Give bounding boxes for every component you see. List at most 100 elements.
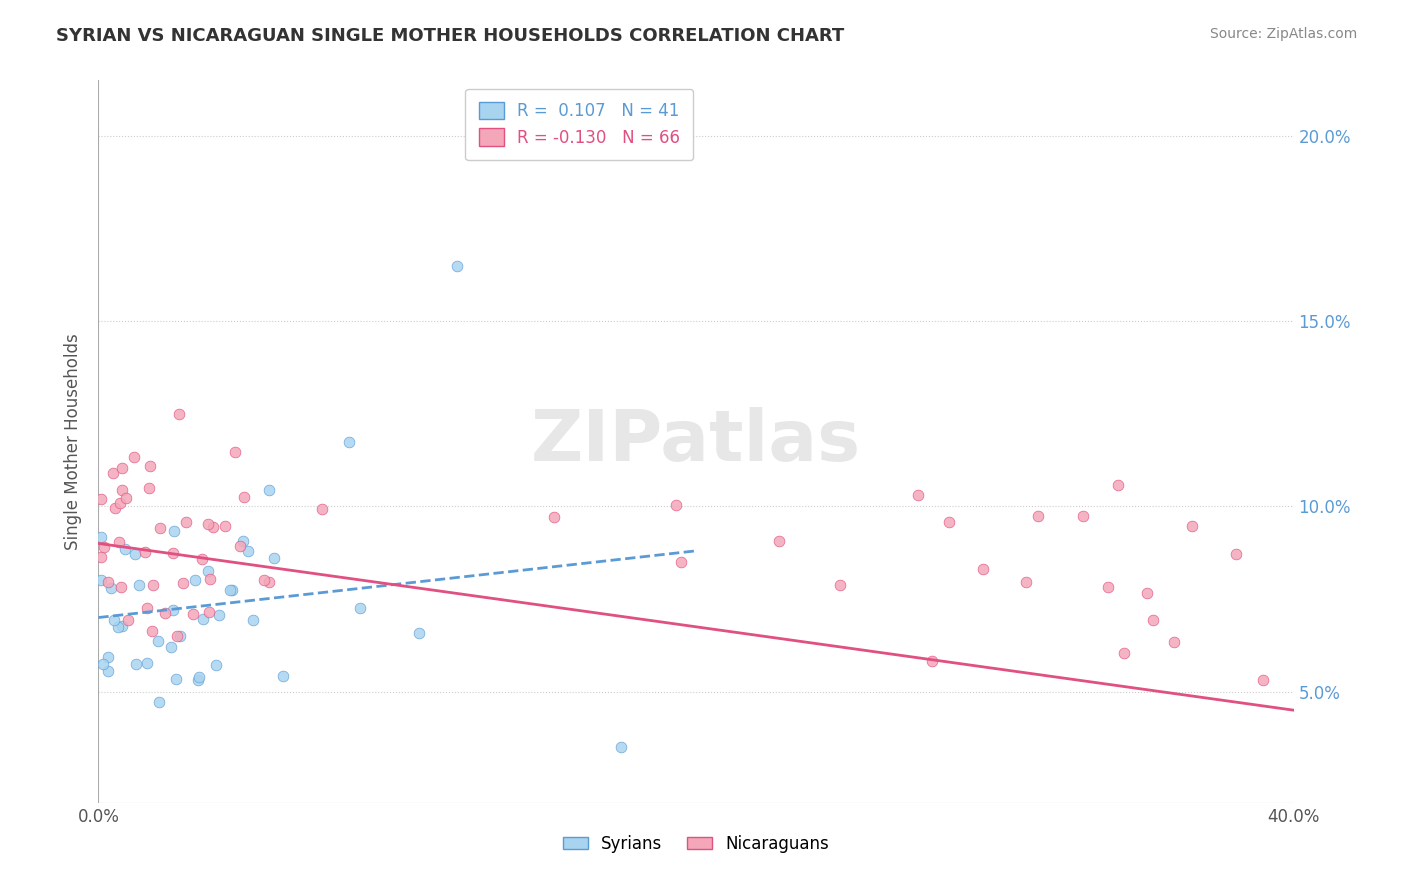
Point (236, 544, 259, 558)
Point (142, 578, 165, 592)
Point (136, 601, 159, 615)
Point (1097, 580, 1119, 594)
Point (183, 574, 205, 588)
Point (111, 461, 134, 475)
Point (107, 620, 129, 634)
Point (208, 608, 231, 623)
Point (108, 535, 131, 549)
Point (233, 491, 256, 505)
Point (93, 657, 115, 671)
Point (148, 695, 170, 709)
Point (181, 607, 204, 621)
Point (1028, 509, 1050, 524)
Point (201, 519, 224, 533)
Point (125, 657, 148, 671)
Point (163, 524, 186, 539)
Point (97, 574, 120, 589)
Point (610, 740, 633, 755)
Point (242, 613, 264, 627)
Point (193, 612, 215, 626)
Point (191, 551, 214, 566)
Point (198, 573, 221, 587)
Point (768, 533, 790, 548)
Point (669, 555, 692, 569)
Point (1142, 613, 1164, 627)
Text: Source: ZipAtlas.com: Source: ZipAtlas.com (1209, 27, 1357, 41)
Point (146, 633, 169, 648)
Text: SYRIAN VS NICARAGUAN SINGLE MOTHER HOUSEHOLDS CORRELATION CHART: SYRIAN VS NICARAGUAN SINGLE MOTHER HOUSE… (56, 27, 845, 45)
Point (1136, 585, 1159, 599)
Point (90, 549, 112, 564)
Point (100, 582, 122, 596)
Point (115, 491, 138, 505)
Point (153, 606, 176, 620)
Point (162, 546, 184, 560)
Point (188, 669, 211, 683)
Point (263, 551, 285, 566)
Point (664, 498, 686, 512)
Point (1107, 478, 1129, 492)
Point (90, 491, 112, 506)
Point (229, 539, 252, 553)
Point (134, 545, 156, 559)
Point (253, 573, 276, 587)
Point (136, 656, 159, 670)
Point (446, 259, 468, 273)
Point (1295, 476, 1317, 491)
Point (101, 467, 124, 481)
Point (1163, 634, 1185, 648)
Point (1181, 519, 1204, 533)
Point (176, 516, 198, 530)
Point (543, 510, 565, 524)
Point (1296, 505, 1319, 519)
Point (1015, 575, 1038, 590)
Point (214, 519, 236, 533)
Point (187, 673, 209, 688)
Point (97, 650, 120, 665)
Point (138, 481, 160, 495)
Point (93, 540, 115, 554)
Point (162, 603, 184, 617)
Point (938, 515, 960, 529)
Point (1071, 509, 1094, 524)
Point (972, 562, 994, 576)
Point (103, 613, 125, 627)
Point (1251, 673, 1274, 687)
Point (197, 516, 219, 531)
Point (169, 630, 191, 644)
Point (172, 576, 194, 591)
Text: ZIPatlas: ZIPatlas (531, 407, 860, 476)
Point (337, 434, 360, 449)
Point (1225, 547, 1247, 561)
Point (1344, 558, 1367, 572)
Point (349, 601, 371, 615)
Point (204, 657, 226, 672)
Point (311, 502, 333, 516)
Point (149, 521, 172, 535)
Point (221, 583, 243, 598)
Point (159, 640, 181, 654)
Point (139, 458, 162, 473)
Point (224, 445, 246, 459)
Legend: Syrians, Nicaraguans: Syrians, Nicaraguans (555, 828, 837, 860)
Point (830, 578, 852, 592)
Point (218, 582, 240, 597)
Point (128, 578, 150, 592)
Point (1303, 605, 1326, 619)
Point (110, 581, 132, 595)
Point (122, 450, 145, 464)
Point (921, 655, 943, 669)
Point (110, 618, 132, 632)
Point (1322, 515, 1344, 529)
Point (232, 534, 254, 549)
Y-axis label: Single Mother Households: Single Mother Households (65, 334, 83, 549)
Point (907, 488, 929, 502)
Point (167, 408, 190, 422)
Point (103, 501, 125, 516)
Point (1114, 646, 1136, 660)
Point (111, 483, 134, 498)
Point (141, 624, 163, 638)
Point (97, 664, 120, 678)
Point (90, 573, 112, 587)
Point (197, 564, 219, 578)
